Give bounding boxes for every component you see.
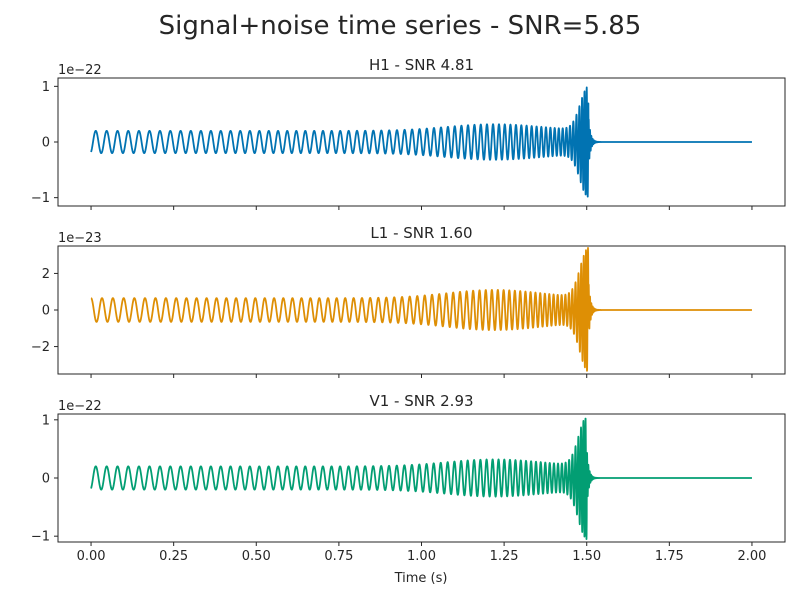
x-tick-label: 1.75 [655, 549, 684, 564]
x-tick-label: 1.25 [490, 549, 519, 564]
series-line [90, 417, 753, 540]
panel-1: H1 - SNR 4.81 1e−22 −1 0 1 [31, 56, 786, 210]
x-tick-label: 1.00 [407, 549, 436, 564]
y-tick-label: −2 [31, 340, 50, 355]
x-tick-label: 0.25 [159, 549, 188, 564]
y-tick-label: 2 [42, 267, 50, 282]
y-tick-label: 0 [42, 136, 50, 151]
panel-title: V1 - SNR 2.93 [369, 392, 473, 410]
y-tick-label: 0 [42, 304, 50, 319]
panel-3: V1 - SNR 2.93 1e−22 −1 0 1 0.00 0.25 0.50 0.75 1.… [31, 392, 786, 564]
y-tick-label: 1 [42, 80, 50, 95]
y-tick-label: −1 [31, 530, 50, 545]
panel-title: H1 - SNR 4.81 [369, 56, 474, 74]
x-tick-label: 1.50 [572, 549, 601, 564]
panel-2: L1 - SNR 1.60 1e−23 −2 0 2 [31, 224, 786, 378]
x-axis-label: Time (s) [394, 571, 448, 586]
y-offset-label: 1e−22 [58, 63, 102, 78]
y-tick-label: 0 [42, 472, 50, 487]
panels: H1 - SNR 4.81 1e−22 −1 0 1 L1 - SNR 1.60 1e−23… [31, 56, 786, 564]
series-line [90, 86, 753, 198]
figure-title: Signal+noise time series - SNR=5.85 [159, 11, 642, 41]
x-tick-label: 0.00 [77, 549, 106, 564]
series-line [90, 247, 753, 372]
x-tick-label: 0.50 [242, 549, 271, 564]
x-tick-label: 2.00 [737, 549, 766, 564]
y-offset-label: 1e−23 [58, 231, 102, 246]
x-tick-label: 0.75 [324, 549, 353, 564]
y-offset-label: 1e−22 [58, 399, 102, 414]
panel-title: L1 - SNR 1.60 [370, 224, 472, 242]
y-tick-label: 1 [42, 413, 50, 428]
y-tick-label: −1 [31, 191, 50, 206]
